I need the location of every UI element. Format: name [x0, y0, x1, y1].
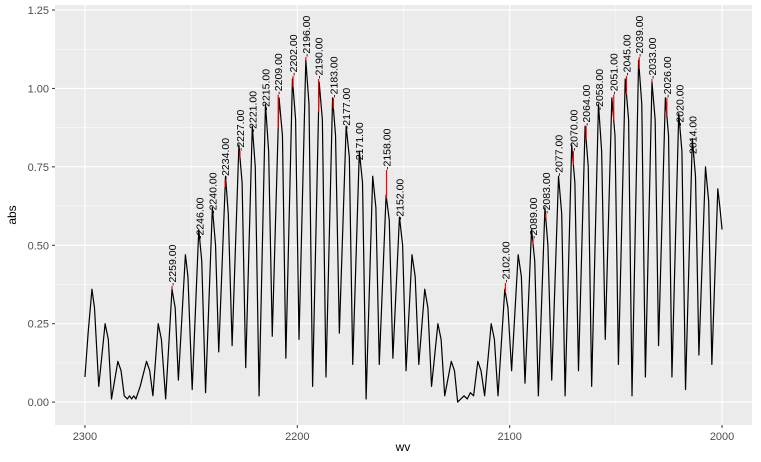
spectrum-line — [84, 59, 723, 403]
y-tick-label: 1.00 — [28, 83, 49, 95]
peak-label: -2089.00 — [528, 197, 540, 239]
peak-label: -2202.00 — [288, 34, 300, 76]
y-tick-label: 1.25 — [28, 5, 49, 17]
peak-label: -2039.00 — [634, 15, 646, 57]
y-axis-title: abs — [5, 205, 19, 224]
y-tick-label: 0.25 — [28, 319, 49, 331]
peak-label: -2240.00 — [207, 172, 219, 214]
peak-label: -2058.00 — [594, 69, 606, 111]
x-axis-title: wv — [395, 440, 411, 454]
peak-label: -2183.00 — [328, 56, 340, 98]
x-tick-label: 2000 — [710, 431, 734, 443]
peak-label: -2064.00 — [581, 84, 593, 126]
peak-label: -2033.00 — [647, 37, 659, 79]
peak-label: -2077.00 — [554, 135, 566, 177]
x-tick-label: 2300 — [73, 431, 97, 443]
peak-label: -2215.00 — [260, 69, 272, 111]
peak-label: -2246.00 — [195, 197, 207, 239]
y-tick-label: 0.00 — [28, 397, 49, 409]
peak-label: -2177.00 — [341, 88, 353, 130]
peak-label: -2051.00 — [609, 53, 621, 95]
peak-label: -2102.00 — [500, 241, 512, 283]
peak-label: -2196.00 — [301, 15, 313, 57]
peak-label: -2045.00 — [621, 34, 633, 76]
peak-label: -2020.00 — [675, 84, 687, 126]
peak-label: -2026.00 — [662, 56, 674, 98]
peak-label: -2234.00 — [220, 138, 232, 180]
peak-label: -2152.00 — [394, 179, 406, 221]
peak-label: -2158.00 — [382, 128, 394, 170]
peak-label: -2259.00 — [167, 244, 179, 286]
peak-label: -2190.00 — [314, 37, 326, 79]
peak-label: -2221.00 — [248, 91, 260, 133]
peak-label: -2209.00 — [273, 53, 285, 95]
x-tick-label: 2200 — [285, 431, 309, 443]
peak-label: -2083.00 — [541, 172, 553, 214]
peak-label: -2227.00 — [235, 110, 247, 152]
peak-label: -2014.00 — [687, 116, 699, 158]
peak-label: -2171.00 — [354, 122, 366, 164]
y-tick-label: 0.50 — [28, 240, 49, 252]
y-tick-label: 0.75 — [28, 162, 49, 174]
peak-label: -2070.00 — [568, 110, 580, 152]
x-tick-label: 2100 — [497, 431, 521, 443]
